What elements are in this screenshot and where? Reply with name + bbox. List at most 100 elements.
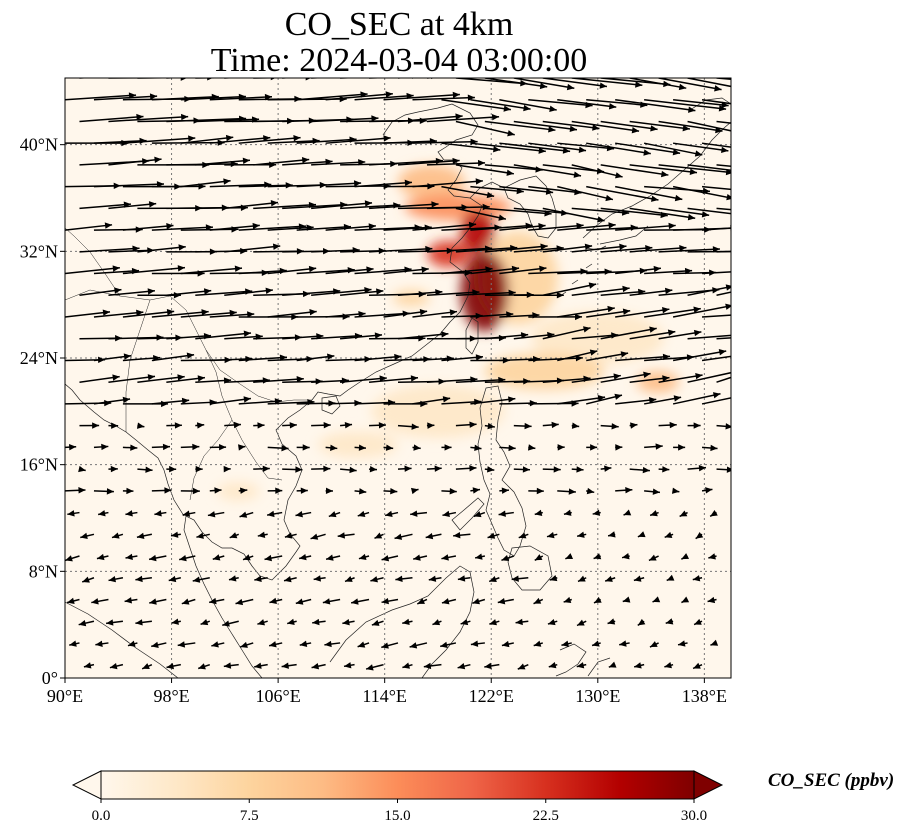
wind-arrow <box>65 443 77 451</box>
wind-arrow <box>484 422 495 430</box>
wind-arrow <box>180 265 243 275</box>
wind-arrow <box>470 265 520 275</box>
wind-arrow <box>716 207 731 211</box>
wind-arrow <box>209 597 225 605</box>
colorbar-tick-label: 0.0 <box>92 808 111 824</box>
wind-arrow <box>108 288 155 297</box>
wind-arrow <box>658 421 677 429</box>
wind-arrow <box>325 444 338 451</box>
wind-arrow <box>441 444 452 451</box>
wind-arrow <box>571 164 623 179</box>
wind-arrow <box>600 371 651 383</box>
wind-arrow <box>195 465 203 473</box>
wind-arrow <box>149 598 167 605</box>
wind-arrow <box>127 640 138 647</box>
wind-arrow <box>340 375 387 383</box>
wind-arrow <box>282 466 303 473</box>
country-borders <box>65 227 312 501</box>
wind-arrow <box>513 164 582 178</box>
wind-arrow <box>195 330 252 340</box>
andaman-coastline <box>65 383 185 517</box>
wind-arrow <box>455 421 477 428</box>
wind-arrow <box>542 326 591 340</box>
wind-arrow <box>137 466 153 473</box>
wind-arrow <box>484 332 529 340</box>
wind-arrow <box>513 292 564 299</box>
wind-arrow <box>473 511 486 518</box>
concentration-plume <box>484 352 605 391</box>
wind-arrow <box>180 309 237 318</box>
wind-arrow <box>687 78 731 88</box>
wind-arrow <box>546 531 558 539</box>
wind-arrow <box>324 640 341 648</box>
wind-arrow <box>426 465 442 472</box>
wind-arrow <box>111 532 124 539</box>
wind-arrow <box>180 443 200 451</box>
wind-arrow <box>257 619 268 626</box>
wind-arrow <box>151 641 167 648</box>
wind-arrow <box>311 663 326 670</box>
wind-arrow <box>615 98 696 113</box>
wind-arrow <box>501 640 514 648</box>
wind-arrow <box>716 250 731 253</box>
wind-arrow <box>299 640 312 647</box>
concentration-plume <box>318 431 398 458</box>
wind-arrow <box>166 662 181 670</box>
wind-arrow <box>122 444 138 451</box>
wind-arrow <box>644 488 661 495</box>
lat-tick-label: 40°N <box>20 135 58 155</box>
concentration-plume <box>427 240 470 268</box>
wind-arrow <box>195 422 205 429</box>
wind-arrow <box>615 222 676 231</box>
wind-arrow <box>472 598 486 605</box>
wind-arrow <box>195 78 276 81</box>
concentration-plume <box>216 482 260 501</box>
wind-arrow <box>426 159 486 167</box>
wind-arrow <box>368 201 439 210</box>
wind-arrow <box>571 78 643 88</box>
wind-arrow <box>253 465 270 472</box>
wind-arrow <box>701 487 713 494</box>
wind-arrow <box>671 487 680 494</box>
wind-arrow <box>282 422 297 429</box>
wind-arrow <box>357 510 370 517</box>
wind-arrow <box>381 597 399 605</box>
wind-arrow <box>513 78 575 91</box>
wind-arrow <box>295 511 312 518</box>
wind-arrow <box>383 308 428 318</box>
wind-arrow <box>499 222 546 231</box>
wind-arrow <box>93 396 131 405</box>
lon-tick-label: 114°E <box>362 686 407 706</box>
wind-arrow <box>296 487 308 494</box>
wind-arrow <box>224 78 239 79</box>
wind-arrow <box>369 422 386 429</box>
wind-arrow <box>238 135 301 144</box>
wind-arrow <box>441 598 457 605</box>
wind-arrow <box>644 306 701 318</box>
wind-arrow <box>528 487 544 495</box>
wind-arrow <box>517 663 529 670</box>
wind-arrow <box>397 331 449 340</box>
wind-arrow <box>122 487 134 495</box>
wind-arrow <box>370 576 384 583</box>
wind-arrow <box>253 156 310 166</box>
wind-arrow <box>337 532 355 539</box>
wind-arrow <box>412 396 451 405</box>
wind-arrow <box>397 465 412 472</box>
wind-arrow <box>701 314 731 318</box>
wind-arrow <box>209 222 260 231</box>
wind-arrow <box>398 78 406 79</box>
wind-arrow <box>354 444 367 451</box>
wind-arrow <box>534 554 544 561</box>
wind-arrow <box>470 396 516 405</box>
wind-arrow <box>604 575 616 582</box>
wind-arrow <box>383 266 429 275</box>
wind-arrow <box>687 422 701 429</box>
wind-arrow <box>397 423 419 430</box>
wind-arrow <box>65 621 66 623</box>
mindanao-coastline <box>507 545 553 591</box>
wind-arrow <box>96 553 109 561</box>
wind-arrow <box>619 640 630 647</box>
lon-tick-label: 122°E <box>469 686 514 706</box>
wind-arrow <box>196 532 210 539</box>
